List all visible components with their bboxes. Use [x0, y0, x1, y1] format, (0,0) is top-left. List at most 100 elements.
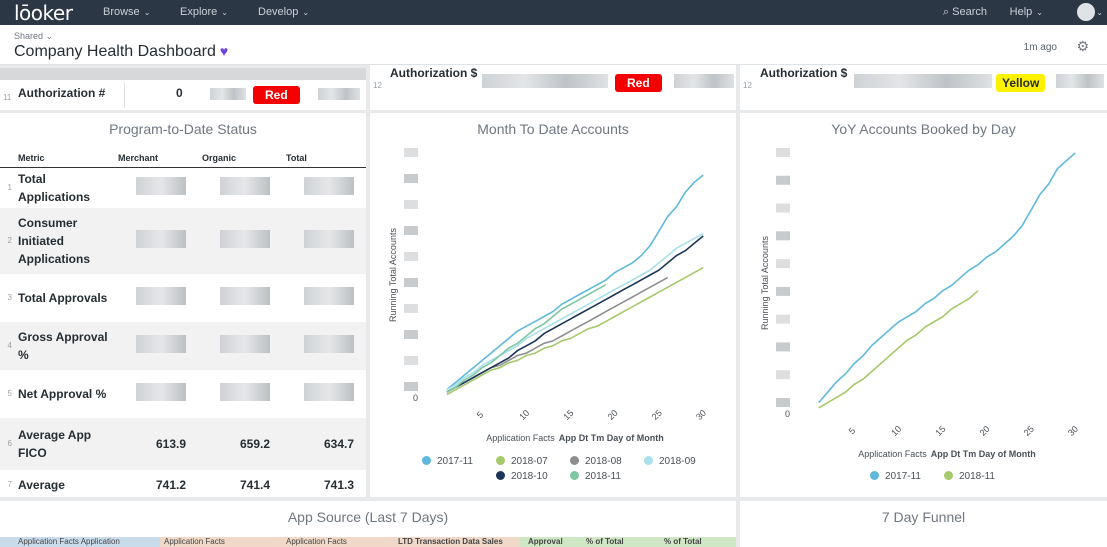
tile-title: Month To Date Accounts — [477, 121, 629, 137]
row-number: 12 — [743, 81, 752, 90]
redacted-value — [304, 177, 354, 195]
yoy-chart: 0 5 10 15 20 25 30 Running Total Accounts Applic… — [760, 148, 1080, 459]
legend-item[interactable]: 2018-11 — [944, 471, 995, 482]
legend-item[interactable]: 2018-08 — [570, 456, 622, 467]
legend-dot-icon — [870, 471, 879, 480]
column-header[interactable]: Total — [282, 149, 366, 168]
redacted-y-tick — [776, 342, 790, 352]
search-icon: ⌕ — [942, 6, 950, 18]
total-value: 634.7 — [282, 417, 366, 470]
legend-label: 2018-08 — [585, 456, 622, 467]
series-line-2018-11[interactable] — [818, 290, 979, 409]
table-row: 3 Total Approvals — [0, 274, 366, 322]
looker-logo[interactable]: lōoker — [14, 1, 73, 25]
redacted-y-tick — [404, 200, 418, 209]
row-number: 12 — [373, 81, 382, 90]
metric-cell: Gross Approval % — [14, 321, 114, 370]
auth-value: 0 — [176, 86, 183, 100]
legend-item[interactable]: 2018-10 — [496, 471, 548, 482]
series-line-2018-11[interactable] — [446, 284, 607, 393]
legend-item[interactable]: 2018-07 — [496, 456, 548, 467]
redacted-y-tick — [776, 203, 790, 213]
chart-legend: 2017-11 2018-11 — [740, 469, 1107, 489]
table-row: 6 Average App FICO 613.9 659.2 634.7 — [0, 417, 366, 470]
series-line-2018-10[interactable] — [446, 235, 704, 393]
dashboard-header: Shared ⌄ Company Health Dashboard ♥ 1m ag… — [0, 25, 1107, 65]
redacted-value — [220, 230, 270, 248]
status-badge: Yellow — [996, 74, 1046, 92]
redacted-cell — [198, 167, 282, 208]
yoy-tile: YoY Accounts Booked by Day 0 5 10 15 20 25 30 R… — [740, 113, 1107, 497]
series-line-2018-09[interactable] — [446, 232, 704, 391]
legend-item[interactable]: 2018-11 — [570, 471, 621, 482]
tile-title: 7 Day Funnel — [881, 509, 966, 525]
column-header[interactable]: Approval — [520, 537, 580, 547]
nav-help[interactable]: Help ⌄ — [1010, 6, 1043, 18]
x-tick-label: 25 — [1022, 424, 1036, 438]
x-axis-title-prefix: Application Facts — [858, 449, 927, 459]
total-value: 741.3 — [323, 477, 354, 492]
column-header[interactable]: Metric — [14, 149, 114, 168]
redacted-y-tick — [404, 148, 418, 157]
breadcrumb-shared[interactable]: Shared ⌄ — [14, 31, 54, 41]
redacted-cell — [282, 167, 366, 208]
nav-browse[interactable]: Browse ⌄ — [103, 6, 150, 18]
redacted-y-tick — [404, 226, 418, 235]
redacted-cell — [198, 370, 282, 418]
table-row: 5 Net Approval % — [0, 370, 366, 418]
legend-label: 2018-11 — [585, 471, 621, 482]
series-line-2017-11[interactable] — [446, 174, 704, 391]
nav-explore[interactable]: Explore ⌄ — [180, 6, 228, 18]
column-header[interactable]: LTD Transaction Data Sales — [390, 537, 520, 547]
column-header[interactable]: % of Total — [656, 537, 736, 547]
column-header[interactable]: Application Facts — [286, 537, 347, 547]
gear-icon[interactable]: ⚙ — [1076, 38, 1089, 54]
organic-value: 659.2 — [198, 417, 282, 470]
legend-item[interactable]: 2018-09 — [644, 456, 696, 467]
redacted-y-tick — [404, 252, 418, 261]
redacted-cell — [198, 207, 282, 274]
row-number: 7 — [7, 480, 12, 489]
heart-icon[interactable]: ♥ — [219, 43, 229, 59]
redacted-y-tick — [776, 286, 790, 296]
x-tick-label: 5 — [475, 410, 486, 421]
y-axis-title: Running Total Accounts — [760, 236, 770, 330]
column-header[interactable]: % of Total — [580, 537, 656, 547]
legend-dot-icon — [496, 471, 505, 480]
redacted-y-tick — [776, 231, 790, 241]
column-header[interactable]: Application Facts Application — [0, 537, 160, 547]
nav-explore-label: Explore — [180, 6, 218, 18]
x-tick-label: 15 — [561, 408, 575, 422]
redacted-value — [136, 230, 186, 248]
column-header[interactable]: Merchant — [114, 149, 198, 168]
top-nav: lōoker Browse ⌄ Explore ⌄ Develop ⌄ ⌕ Searc… — [0, 0, 1107, 25]
x-axis-title: Application Facts App Dt Tm Day of Month — [858, 449, 1036, 459]
series-line-2017-11[interactable] — [818, 152, 1076, 404]
nav-develop[interactable]: Develop ⌄ — [258, 6, 309, 18]
chart-legend: 2017-11 2018-07 2018-08 2018-09 2018-10 2018-… — [370, 453, 736, 493]
month-to-date-chart: 0 5 10 15 20 25 30 Running Total Accounts Applic… — [388, 148, 708, 443]
user-avatar-icon[interactable] — [1077, 3, 1095, 21]
chevron-down-icon: ⌄ — [221, 8, 228, 17]
x-tick-label: 5 — [847, 426, 858, 437]
series-line-2018-07[interactable] — [446, 266, 704, 396]
program-to-date-table: Metric Merchant Organic Total 1 Total App… — [0, 149, 366, 497]
legend-item[interactable]: 2017-11 — [422, 456, 473, 467]
column-header[interactable]: Organic — [198, 149, 282, 168]
x-tick-label: 20 — [606, 408, 620, 422]
column-header[interactable]: Application Facts — [160, 537, 390, 547]
redacted-value — [304, 287, 354, 305]
table-row: 7 Average 741.2 741.4 741.3 — [0, 470, 366, 498]
legend-label: 2018-11 — [959, 471, 995, 482]
row-number: 4 — [0, 321, 14, 370]
redacted-cell — [114, 321, 198, 370]
redacted-value — [220, 287, 270, 305]
chevron-down-icon[interactable]: ⌄ — [1096, 8, 1103, 17]
status-badge: Red — [615, 74, 662, 92]
series-line-2018-08[interactable] — [446, 276, 669, 393]
nav-search[interactable]: ⌕ Search — [943, 6, 987, 19]
auth-tile-2: 12 Authorization $ Red — [370, 65, 736, 110]
redacted-value — [220, 335, 270, 353]
legend-item[interactable]: 2017-11 — [870, 471, 921, 482]
redacted-cell — [114, 274, 198, 322]
